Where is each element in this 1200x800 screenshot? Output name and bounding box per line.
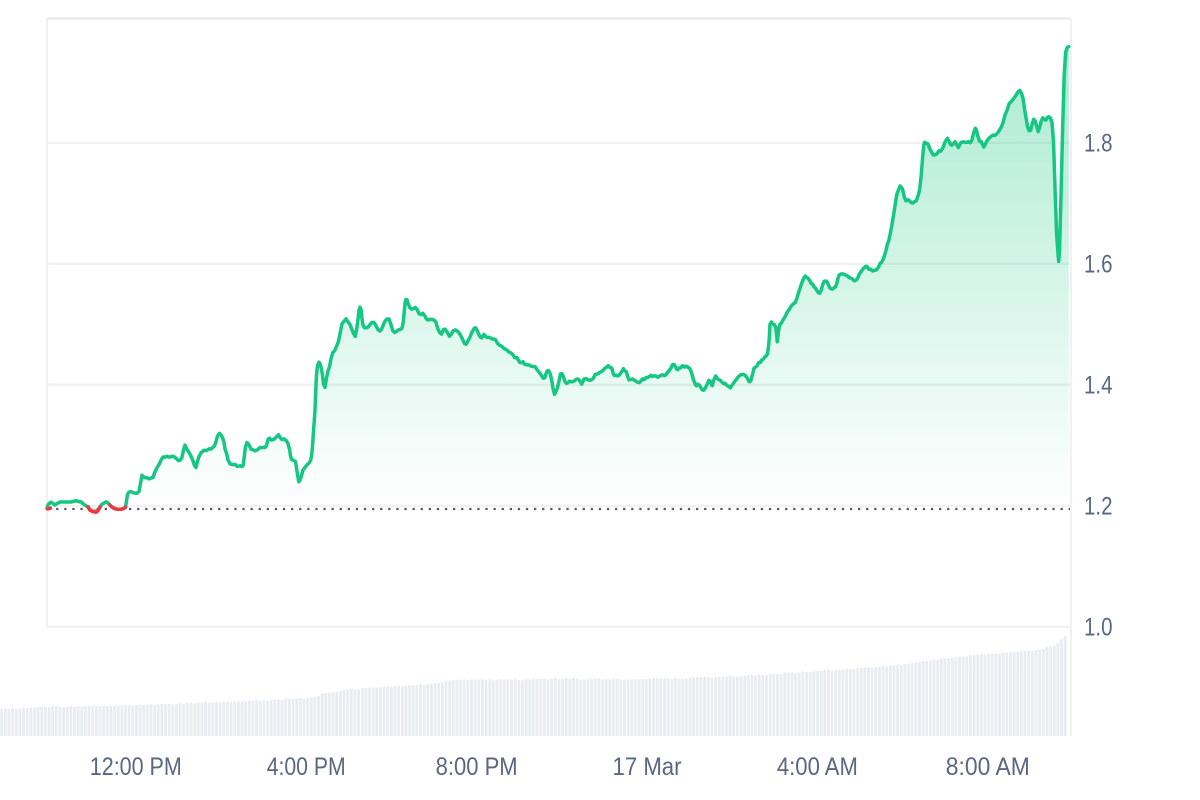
svg-text:12:00 PM: 12:00 PM (90, 753, 182, 781)
svg-text:4:00 AM: 4:00 AM (777, 753, 858, 781)
svg-text:1.0: 1.0 (1084, 614, 1113, 642)
svg-text:8:00 PM: 8:00 PM (436, 753, 518, 781)
svg-text:1.4: 1.4 (1084, 372, 1113, 400)
svg-text:1.8: 1.8 (1084, 130, 1113, 158)
svg-text:1.2: 1.2 (1084, 493, 1113, 521)
svg-text:4:00 PM: 4:00 PM (267, 753, 346, 781)
svg-text:17 Mar: 17 Mar (613, 753, 682, 781)
svg-text:1.6: 1.6 (1084, 251, 1113, 279)
svg-text:8:00 AM: 8:00 AM (946, 753, 1030, 781)
